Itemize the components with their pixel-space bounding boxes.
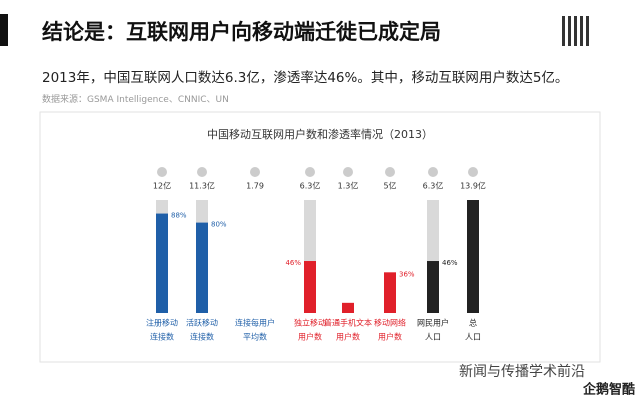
- bar: [467, 200, 479, 313]
- column-label: 人口: [425, 333, 441, 342]
- top-label: 13.9亿: [460, 181, 486, 191]
- watermark: 新闻与传播学术前沿: [459, 363, 585, 380]
- bar: [196, 222, 208, 313]
- person-icon: [343, 167, 353, 177]
- top-label: 12亿: [153, 181, 171, 191]
- pct-label: 80%: [211, 221, 227, 229]
- chart-title: 中国移动互联网用户数和渗透率情况（2013）: [207, 127, 433, 141]
- top-label: 1.79: [246, 182, 264, 191]
- column-label: 用户数: [378, 332, 402, 342]
- top-label: 5亿: [383, 181, 396, 191]
- qr-code: [562, 16, 592, 46]
- column-label: 用户数: [336, 332, 360, 342]
- column-label: 连接数: [150, 332, 174, 342]
- bar: [304, 261, 316, 313]
- person-icon: [157, 167, 167, 177]
- title: 结论是：互联网用户向移动端迁徙已成定局: [42, 20, 441, 44]
- column-label: 人口: [465, 333, 481, 342]
- pct-label: 36%: [399, 270, 415, 278]
- person-icon: [468, 167, 478, 177]
- bar: [384, 272, 396, 313]
- top-label: 11.3亿: [189, 181, 215, 191]
- pct-label: 88%: [171, 212, 187, 220]
- person-icon: [305, 167, 315, 177]
- column-label: 总: [469, 318, 477, 328]
- person-icon: [250, 167, 260, 177]
- brand: 企鹅智酷: [582, 382, 635, 398]
- subtitle: 2013年，中国互联网人口数达6.3亿，渗透率达46%。其中，移动互联网用户数达…: [42, 70, 569, 86]
- source: 数据来源：GSMA Intelligence、CNNIC、UN: [42, 95, 229, 105]
- title-bar: [0, 14, 8, 46]
- top-label: 6.3亿: [300, 181, 321, 191]
- pct-label: 46%: [442, 259, 458, 267]
- column-label: 活跃移动: [186, 318, 218, 328]
- bar: [156, 213, 168, 313]
- column-label: 网民用户: [417, 318, 449, 328]
- bar: [427, 261, 439, 313]
- top-label: 6.3亿: [423, 181, 444, 191]
- person-icon: [428, 167, 438, 177]
- column-label: 注册移动: [146, 318, 178, 328]
- person-icon: [197, 167, 207, 177]
- column-label: 连接数: [190, 332, 214, 342]
- column-label: 移动网络: [374, 318, 406, 328]
- top-label: 1.3亿: [338, 181, 359, 191]
- column-label: 平均数: [243, 332, 267, 342]
- column-label: 独立移动: [294, 318, 326, 328]
- chart-frame: [39, 111, 601, 363]
- column-label: 用户数: [298, 332, 322, 342]
- bar: [342, 302, 354, 313]
- person-icon: [385, 167, 395, 177]
- column-label: 普通手机文本: [324, 318, 372, 328]
- pct-label: 46%: [285, 259, 301, 267]
- column-label: 连接每用户: [235, 318, 275, 328]
